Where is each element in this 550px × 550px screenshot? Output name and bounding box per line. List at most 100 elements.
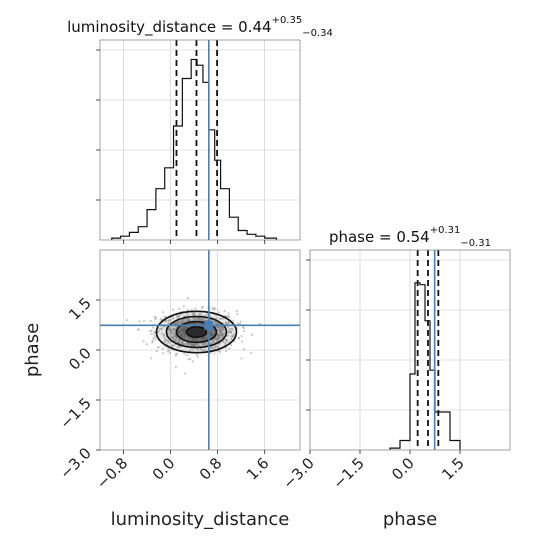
posterior-sample bbox=[151, 326, 155, 329]
posterior-sample bbox=[240, 334, 243, 338]
posterior-sample bbox=[229, 331, 233, 334]
posterior-sample bbox=[199, 314, 202, 317]
luminosity-distance-title: luminosity_distance = 0.44+0.35 −0.34 bbox=[67, 15, 333, 39]
posterior-sample bbox=[217, 311, 220, 314]
posterior-sample bbox=[212, 308, 215, 311]
luminosity-distance-xtick-label-0: −0.8 bbox=[93, 454, 131, 492]
posterior-sample bbox=[193, 339, 196, 342]
posterior-sample bbox=[171, 317, 175, 320]
posterior-sample bbox=[232, 335, 235, 338]
posterior-sample bbox=[181, 328, 184, 331]
posterior-sample bbox=[168, 352, 171, 355]
posterior-sample bbox=[197, 317, 200, 320]
luminosity-distance-xtick-label-1: 0.0 bbox=[149, 454, 179, 484]
posterior-sample bbox=[195, 353, 199, 356]
posterior-sample bbox=[258, 322, 261, 325]
luminosity-distance-xtick-label-2: 0.8 bbox=[196, 454, 226, 484]
posterior-sample bbox=[186, 297, 189, 300]
posterior-sample bbox=[205, 342, 209, 345]
posterior-sample bbox=[155, 350, 158, 353]
posterior-sample bbox=[191, 360, 194, 363]
posterior-sample bbox=[149, 319, 152, 323]
x-axis-label-phase: phase bbox=[383, 509, 437, 530]
posterior-sample bbox=[163, 333, 166, 337]
posterior-sample bbox=[209, 351, 212, 354]
phase-xtick-label-3: 1.5 bbox=[438, 454, 468, 484]
posterior-sample bbox=[223, 309, 226, 313]
posterior-sample bbox=[197, 322, 200, 326]
posterior-sample bbox=[209, 318, 212, 322]
posterior-sample bbox=[205, 313, 208, 317]
posterior-sample bbox=[200, 337, 204, 340]
posterior-sample bbox=[161, 332, 164, 335]
posterior-sample bbox=[218, 317, 221, 320]
posterior-sample bbox=[221, 328, 224, 331]
posterior-sample bbox=[166, 339, 169, 342]
posterior-sample bbox=[250, 333, 254, 336]
posterior-sample bbox=[171, 336, 174, 339]
phase-marginal-panel: −3.0 −1.5 0.0 1.5 phase = 0.54+0.31 −0.31 bbox=[279, 225, 511, 493]
posterior-sample bbox=[224, 321, 227, 324]
posterior-sample bbox=[186, 353, 189, 357]
posterior-sample bbox=[202, 342, 206, 345]
posterior-sample bbox=[163, 315, 166, 319]
posterior-sample bbox=[125, 318, 128, 322]
posterior-sample bbox=[227, 314, 230, 318]
posterior-sample bbox=[224, 342, 227, 345]
posterior-sample bbox=[230, 335, 233, 338]
posterior-sample bbox=[154, 338, 157, 341]
posterior-sample bbox=[143, 319, 146, 322]
posterior-sample bbox=[180, 335, 183, 338]
posterior-sample bbox=[176, 315, 179, 318]
posterior-sample bbox=[184, 320, 187, 323]
posterior-sample bbox=[235, 309, 239, 313]
posterior-sample bbox=[231, 328, 234, 331]
posterior-sample bbox=[216, 337, 219, 340]
posterior-sample bbox=[213, 352, 216, 355]
posterior-sample bbox=[227, 312, 230, 315]
posterior-sample bbox=[182, 305, 185, 308]
posterior-sample bbox=[193, 344, 196, 347]
luminosity-distance-xtick-label-3: 1.6 bbox=[243, 454, 273, 484]
posterior-sample bbox=[211, 307, 214, 310]
posterior-sample bbox=[238, 337, 241, 340]
luminosity-distance-title-main: luminosity_distance = 0.44 bbox=[67, 18, 271, 37]
posterior-sample bbox=[186, 342, 189, 345]
joint-posterior-panel: −0.8 0.0 0.8 1.6 1.5 0.0 −1.5 −3.0 bbox=[56, 249, 301, 493]
posterior-sample bbox=[225, 349, 228, 353]
posterior-sample bbox=[178, 314, 181, 318]
y-axis-label-phase: phase bbox=[22, 323, 43, 377]
posterior-sample bbox=[218, 325, 221, 329]
posterior-sample bbox=[157, 346, 160, 349]
posterior-sample bbox=[185, 335, 188, 338]
posterior-sample bbox=[167, 322, 170, 325]
luminosity-distance-title-plus: +0.35 bbox=[272, 15, 303, 26]
posterior-sample bbox=[216, 345, 220, 348]
posterior-sample bbox=[196, 355, 199, 359]
posterior-sample bbox=[232, 319, 235, 322]
posterior-sample bbox=[228, 327, 231, 330]
posterior-sample bbox=[183, 325, 186, 328]
posterior-sample bbox=[203, 348, 207, 352]
phase-ytick-label-2: −1.5 bbox=[56, 394, 94, 432]
posterior-sample bbox=[211, 347, 214, 350]
posterior-sample bbox=[170, 333, 173, 336]
posterior-sample bbox=[212, 340, 215, 343]
posterior-sample bbox=[152, 337, 155, 340]
phase-ytick-label-0: 1.5 bbox=[65, 294, 95, 324]
posterior-sample bbox=[237, 322, 240, 325]
posterior-sample bbox=[166, 350, 169, 353]
posterior-sample bbox=[162, 352, 165, 355]
phase-title-plus: +0.31 bbox=[430, 225, 461, 236]
posterior-sample bbox=[168, 327, 171, 330]
posterior-sample bbox=[191, 348, 194, 351]
posterior-sample bbox=[198, 337, 201, 340]
posterior-sample bbox=[215, 322, 218, 325]
posterior-sample bbox=[224, 338, 227, 341]
posterior-sample bbox=[183, 372, 187, 375]
posterior-sample bbox=[178, 329, 182, 332]
posterior-sample bbox=[243, 329, 246, 333]
x-axis-label-luminosity-distance: luminosity_distance bbox=[111, 509, 290, 530]
posterior-sample bbox=[190, 343, 194, 346]
contour-1.5-sigma bbox=[165, 315, 228, 349]
